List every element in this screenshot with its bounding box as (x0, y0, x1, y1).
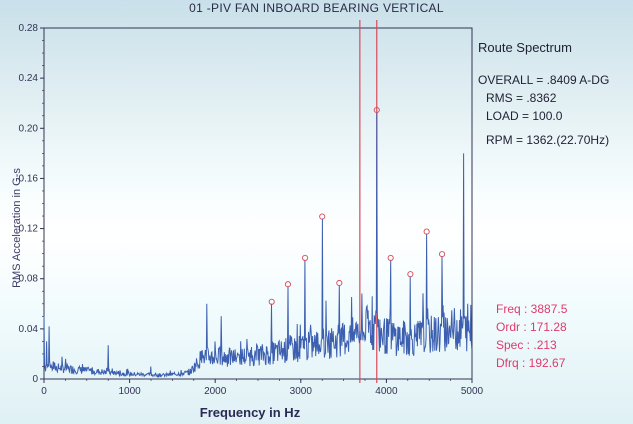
y-tick-label: 0 (32, 374, 38, 385)
x-tick-label: 3000 (290, 386, 313, 397)
peak-marker-5 (336, 279, 343, 287)
peak-markers (268, 106, 446, 305)
load-value: LOAD = 100.0 (486, 109, 563, 123)
y-axis-label: RMS Acceleration in G-s (11, 168, 23, 288)
peak-marker-7 (387, 254, 394, 261)
y-tick-label: 0.12 (19, 224, 39, 235)
x-tick-label: 5000 (461, 386, 484, 397)
peak-marker-1 (268, 298, 275, 305)
plot-frame (43, 27, 473, 380)
rpm-value: RPM = 1362.(22.70Hz) (486, 133, 610, 147)
route-spectrum-label: Route Spectrum (478, 40, 572, 55)
y-tick-label: 0.16 (19, 173, 39, 184)
x-tick-label: 4000 (375, 386, 398, 397)
y-tick-label: 0.08 (19, 274, 39, 285)
cursor-freq: Freq : 3887.5 (496, 302, 568, 316)
x-tick-label: 1000 (118, 386, 141, 397)
cursor-order: Ordr : 171.28 (496, 320, 567, 334)
peak-marker-4 (319, 213, 326, 220)
chart-ticks: 0 0.04 0.08 0.12 0.16 0.20 0.24 0.28 0 1000 2000 30… (19, 23, 484, 397)
peak-marker-9 (423, 228, 430, 235)
peak-marker-2 (284, 281, 292, 288)
peak-marker-6 (373, 106, 380, 114)
spectrum-line (43, 111, 473, 379)
cursor-spec: Spec : .213 (496, 338, 557, 352)
cursor-dfrq: Dfrq : 192.67 (496, 356, 566, 370)
y-tick-label: 0.04 (19, 324, 39, 335)
peak-marker-3 (302, 254, 309, 261)
peak-marker-8 (407, 271, 414, 278)
x-tick-label: 0 (41, 386, 47, 397)
chart-title: 01 -PIV FAN INBOARD BEARING VERTICAL (189, 1, 444, 15)
series-group (43, 111, 473, 379)
y-tick-label: 0.28 (19, 23, 39, 34)
y-tick-label: 0.20 (19, 123, 39, 134)
y-tick-label: 0.24 (19, 73, 39, 84)
rms-value: RMS = .8362 (486, 91, 557, 105)
x-axis-label: Frequency in Hz (199, 405, 301, 420)
chart-axes (43, 27, 473, 380)
overall-value: OVERALL = .8409 A-DG (478, 73, 610, 87)
peak-marker-10 (438, 251, 446, 258)
x-tick-label: 2000 (204, 386, 227, 397)
